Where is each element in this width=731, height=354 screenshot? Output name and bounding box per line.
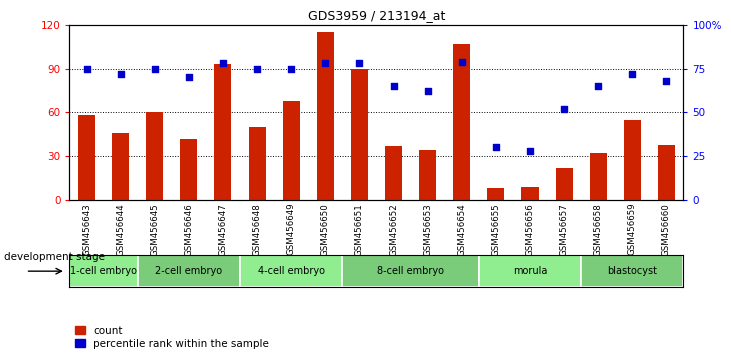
- Point: [251, 66, 263, 72]
- Point: [626, 71, 638, 77]
- Bar: [581, 255, 683, 287]
- Point: [592, 83, 604, 89]
- Point: [422, 88, 433, 94]
- Bar: [658, 144, 675, 200]
- Text: GSM456657: GSM456657: [560, 203, 569, 256]
- Text: GSM456654: GSM456654: [458, 203, 466, 256]
- Text: blastocyst: blastocyst: [607, 266, 657, 276]
- Text: GSM456653: GSM456653: [423, 203, 432, 256]
- Text: GSM456643: GSM456643: [82, 203, 91, 256]
- Bar: [590, 153, 607, 200]
- Text: 1-cell embryo: 1-cell embryo: [70, 266, 137, 276]
- Bar: [556, 168, 572, 200]
- Text: GSM456650: GSM456650: [321, 203, 330, 256]
- Point: [80, 66, 92, 72]
- Text: GSM456656: GSM456656: [526, 203, 534, 256]
- Bar: [240, 255, 342, 287]
- Text: 2-cell embryo: 2-cell embryo: [155, 266, 222, 276]
- Point: [387, 83, 399, 89]
- Text: 8-cell embryo: 8-cell embryo: [377, 266, 444, 276]
- Text: GSM456648: GSM456648: [253, 203, 262, 256]
- Bar: [112, 133, 129, 200]
- Text: GSM456660: GSM456660: [662, 203, 671, 256]
- Bar: [488, 188, 504, 200]
- Text: GSM456652: GSM456652: [389, 203, 398, 256]
- Bar: [137, 255, 240, 287]
- Point: [285, 66, 297, 72]
- Point: [558, 106, 570, 112]
- Text: GSM456658: GSM456658: [594, 203, 602, 256]
- Point: [319, 61, 331, 66]
- Text: GSM456646: GSM456646: [184, 203, 193, 256]
- Bar: [624, 120, 641, 200]
- Legend: count, percentile rank within the sample: count, percentile rank within the sample: [75, 326, 269, 349]
- Bar: [342, 255, 479, 287]
- Bar: [419, 150, 436, 200]
- Text: GSM456644: GSM456644: [116, 203, 125, 256]
- Text: morula: morula: [512, 266, 548, 276]
- Bar: [146, 113, 163, 200]
- Bar: [453, 44, 470, 200]
- Bar: [214, 64, 232, 200]
- Bar: [78, 115, 95, 200]
- Text: GSM456647: GSM456647: [219, 203, 227, 256]
- Point: [354, 61, 366, 66]
- Point: [490, 144, 501, 150]
- Bar: [479, 255, 581, 287]
- Point: [661, 78, 673, 84]
- Bar: [351, 69, 368, 200]
- Point: [115, 71, 126, 77]
- Text: GSM456651: GSM456651: [355, 203, 364, 256]
- Text: 4-cell embryo: 4-cell embryo: [258, 266, 325, 276]
- Bar: [249, 127, 265, 200]
- Bar: [181, 139, 197, 200]
- Text: GSM456659: GSM456659: [628, 203, 637, 255]
- Point: [149, 66, 161, 72]
- Bar: [283, 101, 300, 200]
- Point: [217, 61, 229, 66]
- Point: [524, 148, 536, 154]
- Text: GSM456649: GSM456649: [287, 203, 295, 255]
- Text: GSM456645: GSM456645: [151, 203, 159, 256]
- Bar: [521, 187, 539, 200]
- Text: development stage: development stage: [4, 252, 105, 262]
- Point: [456, 59, 468, 64]
- Bar: [317, 32, 334, 200]
- Bar: [385, 146, 402, 200]
- Text: GSM456655: GSM456655: [491, 203, 500, 256]
- Bar: [69, 255, 137, 287]
- Point: [183, 75, 194, 80]
- Title: GDS3959 / 213194_at: GDS3959 / 213194_at: [308, 9, 445, 22]
